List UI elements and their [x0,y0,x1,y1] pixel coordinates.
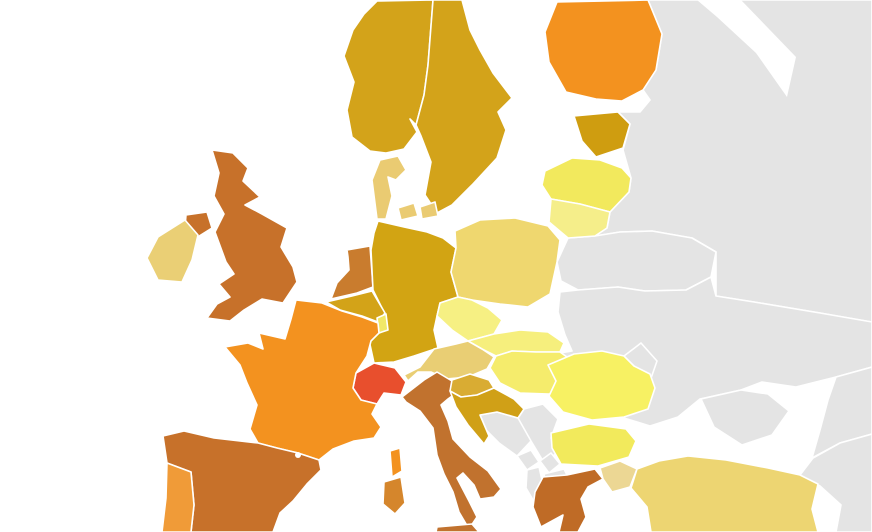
country-belarus[interactable] [556,230,717,292]
country-france[interactable] [224,299,382,461]
country-kosovo[interactable] [539,452,561,474]
country-switzerland[interactable] [352,362,407,405]
country-turkey-european[interactable] [599,460,638,493]
country-crimea[interactable] [700,389,790,446]
country-sicily[interactable] [435,523,480,532]
country-denmark-island-funen[interactable] [419,201,439,220]
country-corsica[interactable] [389,447,403,478]
country-united-kingdom[interactable] [206,149,298,322]
country-montenegro[interactable] [516,449,540,471]
country-greece[interactable] [532,468,604,532]
country-sardinia[interactable] [382,476,406,515]
country-latvia[interactable] [541,157,632,213]
country-denmark-island-zealand[interactable] [397,202,419,221]
country-finland[interactable] [544,0,663,102]
country-lithuania[interactable] [548,198,611,239]
country-denmark[interactable] [371,155,407,220]
country-portugal[interactable] [161,462,195,532]
country-ireland[interactable] [146,219,199,283]
country-georgia[interactable] [799,433,872,532]
country-turkey[interactable] [630,455,819,532]
country-bulgaria[interactable] [550,423,637,467]
country-romania[interactable] [547,350,656,421]
country-austria[interactable] [403,340,495,382]
country-germany[interactable] [368,220,459,364]
country-estonia[interactable] [573,111,631,158]
country-poland[interactable] [450,217,561,308]
country-andorra[interactable] [295,452,301,458]
country-sweden[interactable] [415,0,513,214]
country-czechia[interactable] [436,296,503,342]
country-croatia[interactable] [449,387,525,445]
country-netherlands[interactable] [330,245,374,300]
white-sea-overlay [697,0,796,97]
